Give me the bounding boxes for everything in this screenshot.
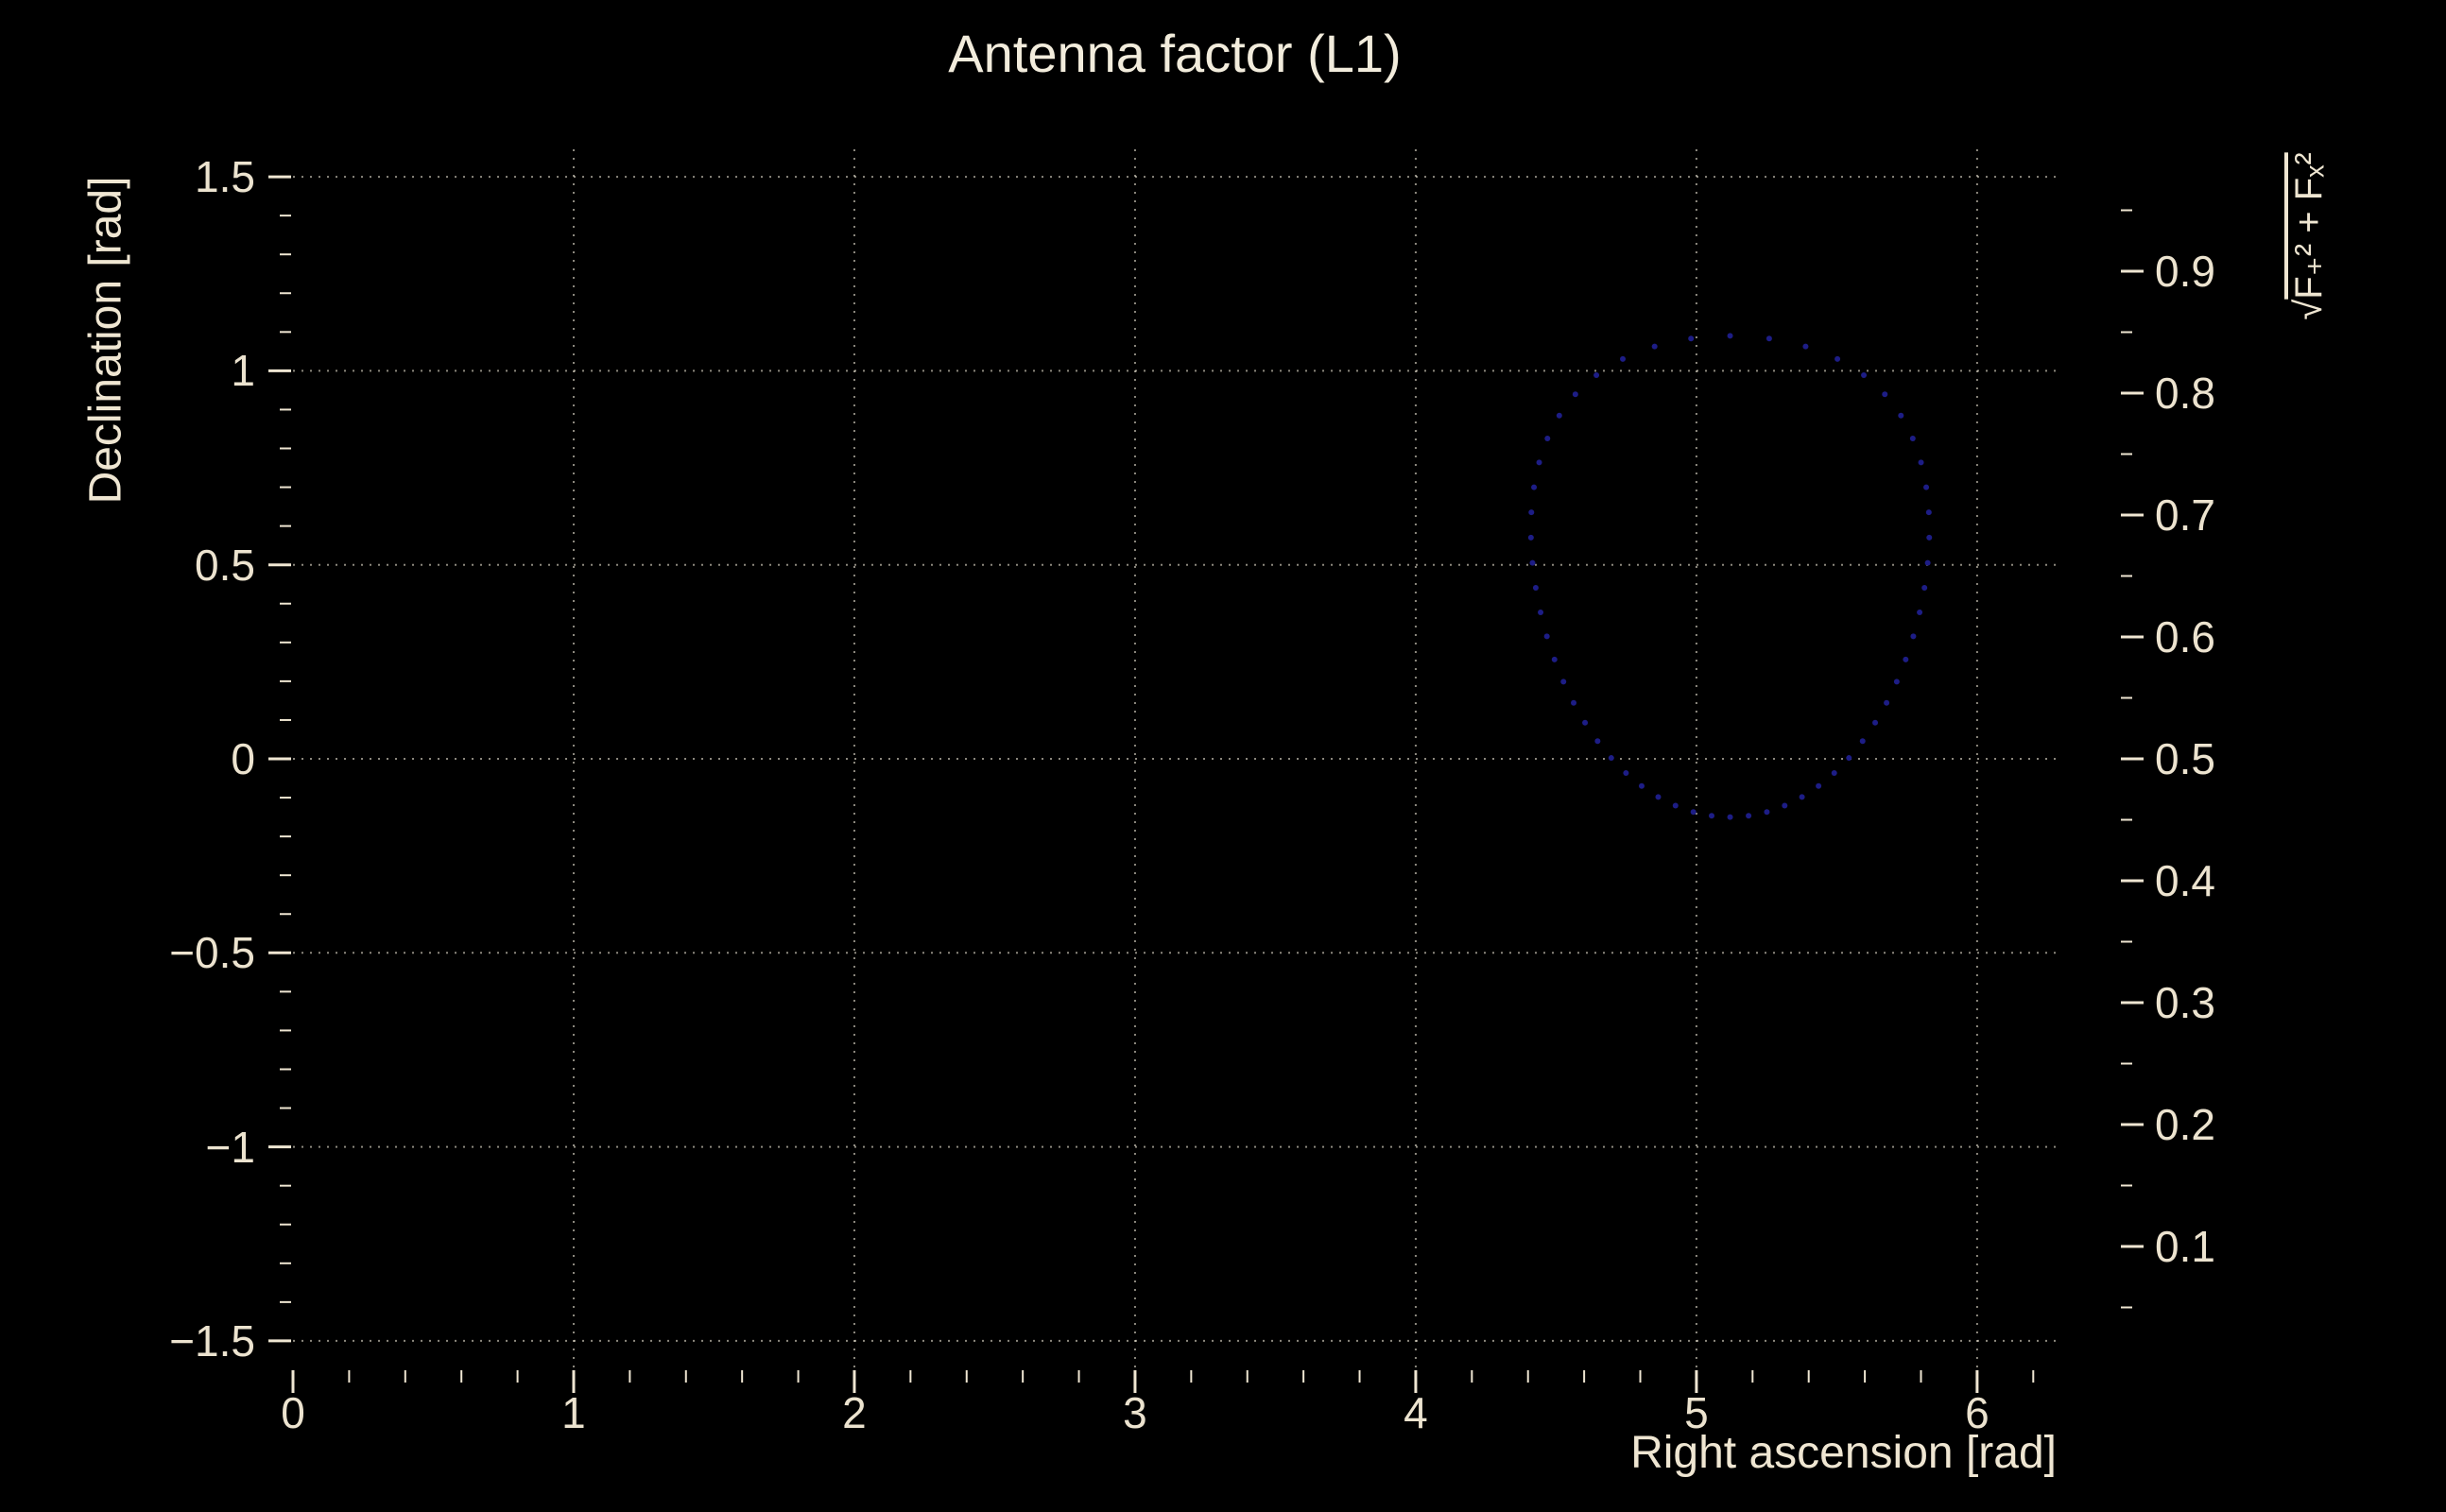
circle-dot — [1782, 802, 1788, 809]
colorbar-tick-label: 0.9 — [2155, 247, 2215, 296]
circle-dot — [1528, 509, 1535, 516]
circle-dot — [1543, 633, 1550, 640]
circle-dot — [1834, 355, 1841, 362]
circle-dot — [1893, 679, 1900, 685]
circle-dot — [1536, 459, 1542, 466]
x-tick-label: 5 — [1684, 1388, 1709, 1437]
y-tick-label: 0 — [231, 734, 255, 783]
circle-dot — [1766, 335, 1772, 342]
circle-dot — [1620, 355, 1627, 362]
circle-dot — [1918, 459, 1924, 466]
circle-dot — [1560, 679, 1567, 685]
circle-dot — [1582, 719, 1589, 726]
circle-dot — [1872, 719, 1879, 726]
x-tick-label: 6 — [1965, 1388, 1990, 1437]
y-tick-label: 1 — [231, 346, 255, 396]
circle-dot — [1690, 809, 1697, 816]
chart-title: Antenna factor (L1) — [948, 24, 1402, 83]
colorbar-tick-label: 0.4 — [2155, 856, 2215, 905]
circle-dot — [1571, 699, 1577, 706]
y-tick-label: 1.5 — [195, 152, 255, 202]
circle-dot — [1925, 509, 1932, 516]
circle-dot — [1898, 412, 1904, 419]
circle-dot — [1651, 343, 1658, 350]
circle-dot — [1903, 656, 1909, 662]
circle-dot — [1688, 335, 1695, 342]
circle-dot — [1727, 333, 1733, 339]
circle-dot — [1802, 343, 1809, 350]
circle-dot — [1623, 769, 1629, 776]
y-tick-label: −1.5 — [169, 1315, 255, 1366]
circle-dot — [1544, 436, 1551, 442]
circle-dot — [1529, 559, 1536, 566]
x-axis-ticks — [291, 1370, 2035, 1393]
circle-dot — [1593, 372, 1600, 379]
y-tick-label: −0.5 — [169, 928, 255, 978]
circle-dot — [1923, 484, 1930, 490]
colorbar-tick-label: 0.2 — [2155, 1100, 2215, 1149]
circle-dot — [1926, 534, 1933, 541]
x-tick-label: 1 — [561, 1388, 586, 1437]
circle-dot — [1746, 813, 1752, 819]
circle-dot — [1917, 609, 1923, 615]
y-axis-ticks — [268, 175, 291, 1343]
circle-dot — [1551, 656, 1558, 662]
circle-dot — [1638, 782, 1645, 789]
circle-dot — [1531, 484, 1538, 490]
x-tick-label: 3 — [1123, 1388, 1147, 1437]
circle-dot — [1861, 372, 1868, 379]
colorbar-tick-label: 0.6 — [2155, 612, 2215, 662]
circle-dot — [1859, 738, 1866, 745]
circle-dot — [1608, 755, 1614, 762]
circle-dot — [1846, 755, 1852, 762]
circle-dot — [1882, 391, 1888, 398]
circle-dot — [1655, 794, 1662, 800]
colorbar-ticks — [2121, 209, 2144, 1309]
x-tick-label: 2 — [842, 1388, 867, 1437]
y-tick-label: −1 — [205, 1122, 255, 1172]
circle-dot — [1709, 813, 1715, 819]
x-tick-label: 0 — [281, 1388, 305, 1437]
colorbar-gradient — [2066, 149, 2113, 1368]
circle-dot — [1816, 782, 1822, 789]
x-axis-title: Right ascension [rad] — [1630, 1428, 2057, 1478]
x-tick-label: 4 — [1404, 1388, 1428, 1437]
circle-dot — [1764, 809, 1770, 816]
circle-dot — [1538, 609, 1544, 615]
colorbar-tick-label: 0.7 — [2155, 490, 2215, 540]
heatmap-canvas — [293, 149, 2057, 1368]
circle-dot — [1921, 585, 1928, 592]
gridlines — [293, 149, 2057, 1368]
colorbar-tick-label: 0.8 — [2155, 369, 2215, 418]
circle-dot — [1909, 436, 1916, 442]
circle-dot — [1884, 699, 1890, 706]
circle-dot — [1910, 633, 1917, 640]
circle-dot — [1799, 794, 1805, 800]
colorbar-tick-label: 0.5 — [2155, 734, 2215, 783]
colorbar-tick-label: 0.1 — [2155, 1222, 2215, 1271]
circle-dot — [1556, 412, 1562, 419]
circle-dot — [1572, 391, 1578, 398]
circle-dot — [1672, 802, 1679, 809]
colorbar-tick-label: 0.3 — [2155, 978, 2215, 1027]
circle-dot — [1532, 585, 1539, 592]
circle-dot — [1727, 814, 1733, 820]
circle-dot — [1831, 769, 1837, 776]
circle-dot — [1594, 738, 1601, 745]
circle-dot — [1527, 534, 1534, 541]
y-tick-label: 0.5 — [195, 540, 255, 590]
circle-dot — [1924, 559, 1931, 566]
sky-localization-circle — [1527, 333, 1933, 820]
